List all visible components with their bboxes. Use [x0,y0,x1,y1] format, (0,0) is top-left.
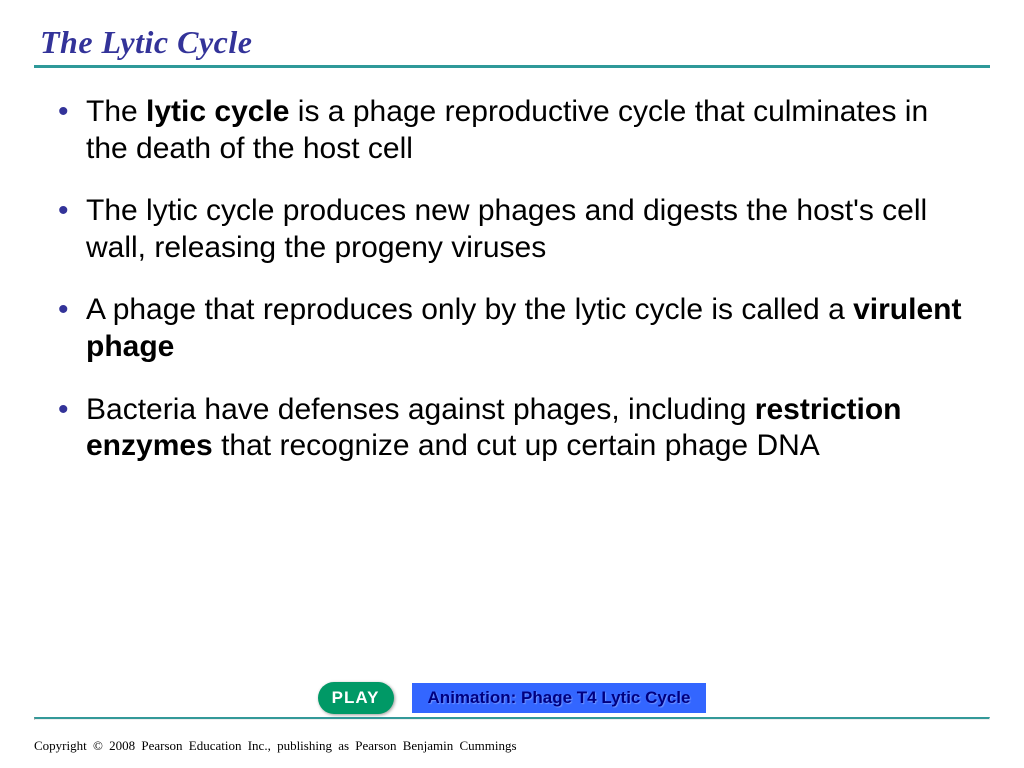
text-run: A phage that reproduces only by the lyti… [86,293,853,326]
text-run: that recognize and cut up certain phage … [213,429,820,462]
footer-divider [34,717,990,720]
text-run: Bacteria have defenses against phages, i… [86,393,755,426]
content-area: The lytic cycle is a phage reproductive … [0,68,1024,465]
bullet-item: The lytic cycle is a phage reproductive … [52,94,972,167]
animation-label[interactable]: Animation: Phage T4 Lytic Cycle [412,683,707,713]
copyright-text: Copyright © 2008 Pearson Education Inc.,… [34,738,517,754]
bullet-item: The lytic cycle produces new phages and … [52,193,972,266]
bullet-item: A phage that reproduces only by the lyti… [52,292,972,365]
bullet-item: Bacteria have defenses against phages, i… [52,392,972,465]
bullet-list: The lytic cycle is a phage reproductive … [52,94,972,465]
text-run: The [86,95,146,128]
animation-row: PLAY Animation: Phage T4 Lytic Cycle [0,682,1024,714]
play-button[interactable]: PLAY [318,682,394,714]
slide-title: The Lytic Cycle [0,0,1024,65]
bold-term: lytic cycle [146,95,289,128]
slide: The Lytic Cycle The lytic cycle is a pha… [0,0,1024,768]
text-run: The lytic cycle produces new phages and … [86,194,927,264]
